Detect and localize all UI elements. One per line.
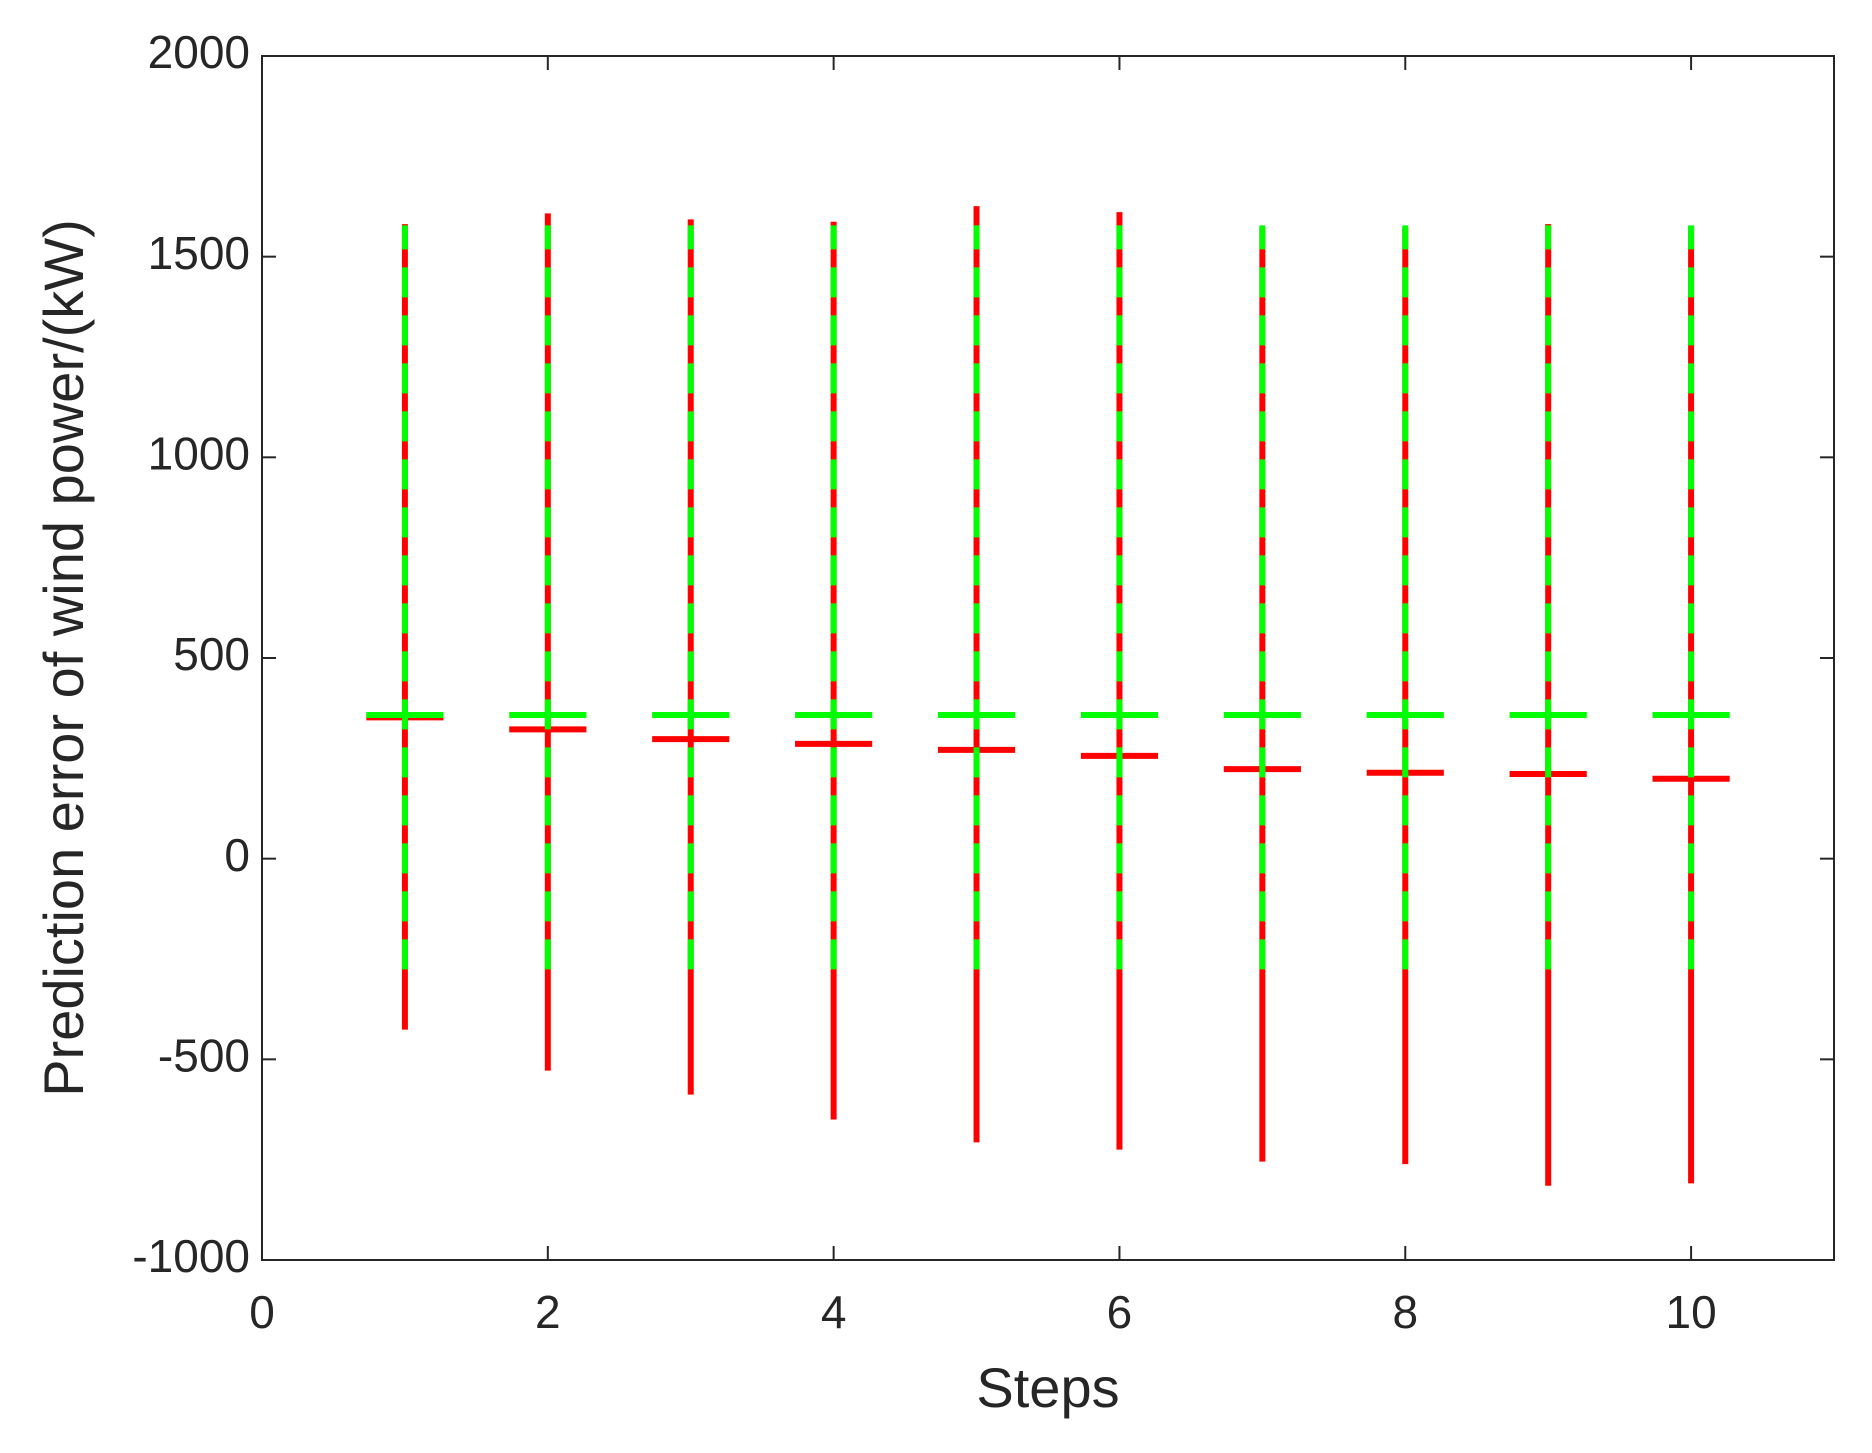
y-tick-label: 0: [224, 829, 250, 881]
x-tick-label: 6: [1107, 1286, 1133, 1338]
y-tick-label: 2000: [148, 26, 250, 78]
x-axis-label: Steps: [976, 1356, 1119, 1419]
x-tick-label: 4: [821, 1286, 847, 1338]
x-tick-label: 0: [249, 1286, 275, 1338]
y-tick-label: -500: [158, 1029, 250, 1081]
y-tick-label: -1000: [132, 1230, 250, 1282]
y-axis-label: Prediction error of wind power/(kW): [32, 219, 95, 1097]
x-tick-label: 8: [1392, 1286, 1418, 1338]
x-tick-label: 10: [1666, 1286, 1717, 1338]
y-tick-label: 1000: [148, 427, 250, 479]
plot-frame: [261, 55, 1835, 1261]
y-tick-label: 500: [173, 628, 250, 680]
y-tick-label: 1500: [148, 227, 250, 279]
x-tick-label: 2: [535, 1286, 561, 1338]
